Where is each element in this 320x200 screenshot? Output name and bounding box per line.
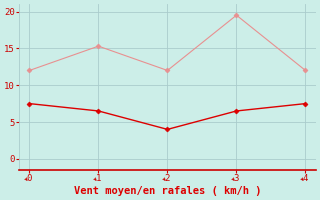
X-axis label: Vent moyen/en rafales ( km/h ): Vent moyen/en rafales ( km/h ) bbox=[74, 186, 261, 196]
